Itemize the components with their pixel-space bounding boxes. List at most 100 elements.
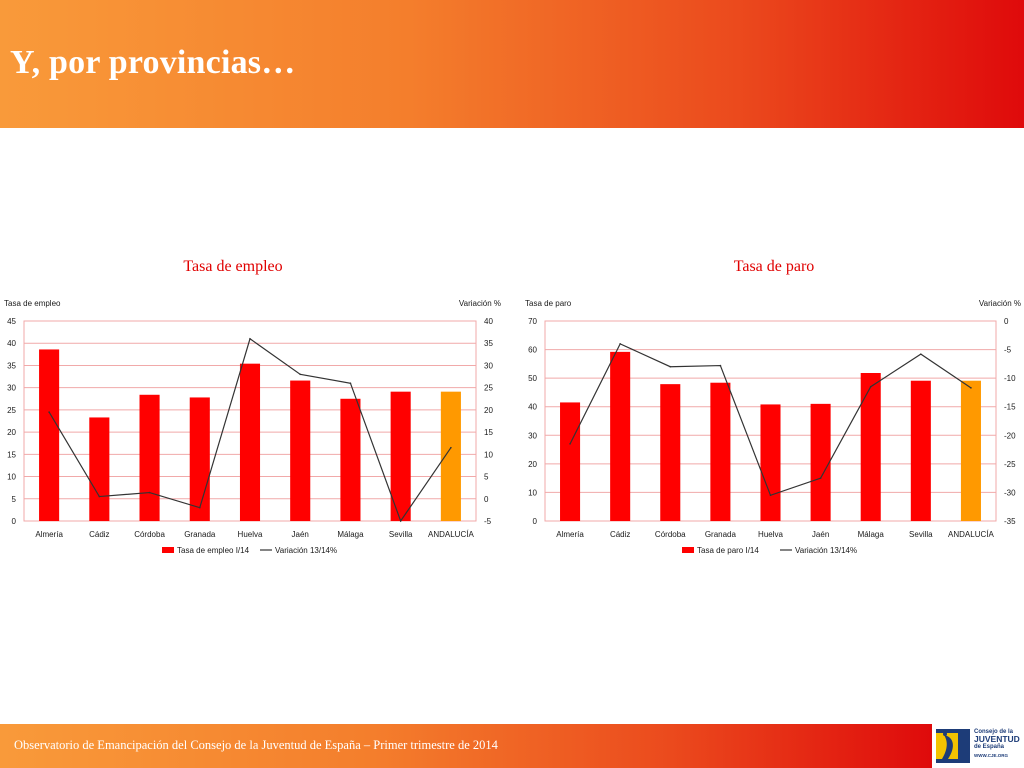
x-tick-label: ANDALUCÍA <box>428 530 474 539</box>
y-tick-label: 50 <box>528 374 537 383</box>
variation-point <box>669 365 672 368</box>
variation-point <box>98 495 101 498</box>
chart-legend: Tasa de paro I/14 Variación 13/14% <box>682 546 857 555</box>
y-tick-label: 45 <box>7 317 16 326</box>
y2-axis-label: Variación % <box>979 299 1021 308</box>
bar-almería <box>39 349 60 521</box>
chart-empleo: 0 5 10 15 20 25 30 35 40 45 -5 0 5 10 15 20 25 30 35 40 Tasa… <box>4 299 501 555</box>
footer-bar: Observatorio de Emancipación del Consejo… <box>0 724 932 768</box>
y-tick-label: 30 <box>7 384 16 393</box>
x-tick-label: Sevilla <box>909 530 933 539</box>
legend-label-line: Variación 13/14% <box>795 546 857 555</box>
legend-label-bar: Tasa de paro I/14 <box>697 546 759 555</box>
x-tick-label: Granada <box>705 530 737 539</box>
cje-logo: Consejo de la JUVENTUD de España WWW.CJE… <box>932 724 1024 768</box>
bar-huelva <box>760 404 781 521</box>
y-tick-label: 5 <box>12 495 17 504</box>
bar-cádiz <box>610 351 631 521</box>
variation-point <box>48 411 50 413</box>
y-axis-label: Tasa de paro <box>525 299 572 308</box>
page-title: Y, por provincias… <box>10 44 296 81</box>
legend-swatch-bar <box>682 547 694 553</box>
y2-axis-label: Variación % <box>459 299 501 308</box>
y2-tick-label: 25 <box>484 384 493 393</box>
variation-point <box>450 446 452 449</box>
y2-tick-label: -35 <box>1004 517 1016 526</box>
chart-title-paro: Tasa de paro <box>733 258 815 275</box>
bar-andalucía <box>440 391 461 521</box>
variation-point <box>769 494 772 497</box>
x-tick-label: Cádiz <box>610 530 630 539</box>
variation-point <box>920 353 922 355</box>
legend-swatch-bar <box>162 547 174 553</box>
footer-text: Observatorio de Emancipación del Consejo… <box>14 738 498 752</box>
bar-granada <box>710 382 731 521</box>
bar-cádiz <box>89 417 110 521</box>
y2-tick-label: 0 <box>1004 317 1009 326</box>
variation-point <box>619 343 621 345</box>
x-tick-label: Sevilla <box>389 530 413 539</box>
y2-tick-label: -10 <box>1004 374 1016 383</box>
x-tick-label: Huelva <box>238 530 263 539</box>
x-tick-label: Cádiz <box>89 530 109 539</box>
y2-tick-label: 30 <box>484 361 493 370</box>
variation-point <box>819 477 822 479</box>
bar-almería <box>560 402 581 521</box>
y-tick-label: 40 <box>7 339 16 348</box>
variation-point <box>148 491 151 494</box>
bar-jaén <box>810 403 831 521</box>
logo-line1: Consejo de la <box>974 729 1014 735</box>
bar-córdoba <box>660 384 681 521</box>
x-tick-label: Málaga <box>337 530 364 539</box>
legend-label-bar: Tasa de empleo I/14 <box>177 546 250 555</box>
bar-jaén <box>290 380 311 521</box>
x-tick-label: Almería <box>556 530 584 539</box>
y-tick-label: 70 <box>528 317 537 326</box>
y-tick-label: 10 <box>7 473 16 482</box>
y2-tick-label: 5 <box>484 473 489 482</box>
y-tick-label: 10 <box>528 488 537 497</box>
bar-sevilla <box>390 391 411 521</box>
y2-tick-label: -5 <box>1004 346 1012 355</box>
bar-córdoba <box>139 394 160 521</box>
y-tick-label: 0 <box>533 517 538 526</box>
y-axis-label: Tasa de empleo <box>4 299 61 308</box>
legend-label-line: Variación 13/14% <box>275 546 337 555</box>
y2-tick-label: 15 <box>484 428 493 437</box>
y2-tick-label: 40 <box>484 317 493 326</box>
variation-point <box>719 364 722 367</box>
y2-tick-label: -5 <box>484 517 492 526</box>
variation-point <box>249 337 251 340</box>
y-tick-label: 15 <box>7 450 16 459</box>
x-tick-label: Jaén <box>292 530 309 539</box>
logo-line2: JUVENTUD <box>974 734 1020 745</box>
bar-málaga <box>340 398 361 521</box>
y2-tick-label: 20 <box>484 406 493 415</box>
x-tick-label: Córdoba <box>134 530 165 539</box>
y2-tick-label: -15 <box>1004 403 1016 412</box>
bar-sevilla <box>910 380 931 521</box>
x-tick-label: Huelva <box>758 530 783 539</box>
y-tick-label: 40 <box>528 403 537 412</box>
y-tick-label: 60 <box>528 346 537 355</box>
variation-point <box>399 520 402 522</box>
y2-tick-label: -20 <box>1004 431 1016 440</box>
y2-tick-label: 0 <box>484 495 489 504</box>
variation-point <box>198 506 201 509</box>
x-tick-label: Málaga <box>858 530 885 539</box>
y-tick-label: 25 <box>7 406 16 415</box>
y-tick-label: 0 <box>12 517 17 526</box>
bar-málaga <box>860 373 881 521</box>
bar-huelva <box>239 363 261 521</box>
y-tick-label: 35 <box>7 361 16 370</box>
cje-logo-icon <box>936 729 970 763</box>
variation-point <box>970 387 972 389</box>
x-tick-label: Granada <box>184 530 216 539</box>
y-tick-label: 20 <box>7 428 16 437</box>
header-banner: Y, por provincias… <box>0 0 1024 128</box>
y2-tick-label: 35 <box>484 339 493 348</box>
x-tick-label: Almería <box>35 530 63 539</box>
y-tick-label: 30 <box>528 431 537 440</box>
y2-tick-label: -30 <box>1004 488 1016 497</box>
